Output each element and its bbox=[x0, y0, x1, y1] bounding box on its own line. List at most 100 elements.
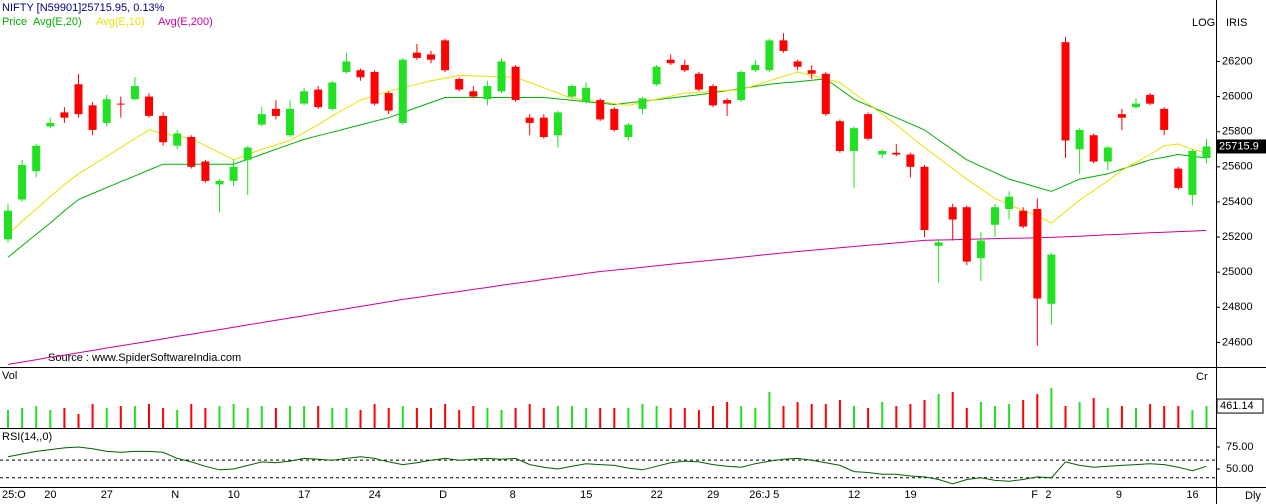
volume-bar bbox=[810, 404, 813, 428]
y-tick-label: 25800 bbox=[1222, 126, 1253, 138]
candle-body bbox=[666, 59, 675, 64]
candle-body bbox=[1033, 208, 1042, 299]
volume-bar bbox=[204, 408, 207, 428]
iris-button[interactable]: IRIS bbox=[1226, 17, 1247, 29]
volume-bar bbox=[401, 406, 404, 428]
candle-body bbox=[1061, 42, 1070, 141]
candle-body bbox=[4, 210, 12, 240]
x-tick-label: 22 bbox=[651, 489, 663, 501]
volume-bar bbox=[162, 408, 165, 428]
volume-bar bbox=[599, 408, 602, 428]
candle-body bbox=[892, 152, 901, 155]
volume-bar bbox=[655, 406, 658, 428]
candle-body bbox=[821, 73, 830, 115]
candle-body bbox=[652, 66, 661, 85]
volume-bar bbox=[246, 408, 249, 428]
volume-bar bbox=[514, 408, 517, 428]
log-button[interactable]: LOG bbox=[1192, 17, 1215, 29]
candle-body bbox=[850, 128, 858, 152]
candle-body bbox=[257, 114, 266, 125]
legend-entry: Price bbox=[2, 16, 27, 28]
volume-bar bbox=[613, 408, 616, 428]
volume-bar bbox=[1205, 406, 1208, 428]
candle-body bbox=[145, 96, 153, 116]
x-tick-label: 25:O bbox=[2, 489, 26, 501]
candle-body bbox=[624, 124, 633, 137]
candle-body bbox=[779, 40, 788, 51]
candle-body bbox=[18, 165, 27, 200]
volume-bar bbox=[63, 408, 66, 428]
x-tick-label: 12 bbox=[848, 489, 860, 501]
candle-body bbox=[159, 115, 168, 143]
candle-body bbox=[215, 180, 224, 185]
legend-entry: Avg(E,20) bbox=[33, 16, 82, 28]
candle-body bbox=[398, 59, 407, 123]
candle-body bbox=[497, 61, 506, 92]
candle-body bbox=[1188, 151, 1197, 195]
candle-body bbox=[835, 121, 844, 152]
volume-bar bbox=[965, 408, 968, 428]
volume-bar bbox=[1135, 408, 1137, 428]
candle-body bbox=[864, 114, 873, 139]
candle-body bbox=[610, 108, 619, 130]
candle-body bbox=[46, 122, 55, 127]
volume-bar bbox=[303, 406, 306, 428]
y-tick-label: 25600 bbox=[1222, 161, 1253, 173]
volume-bar bbox=[119, 406, 122, 428]
candle-body bbox=[962, 207, 971, 262]
candle-body bbox=[807, 70, 816, 74]
x-tick-label: 17 bbox=[298, 489, 310, 501]
volume-bar bbox=[585, 408, 588, 428]
legend-entry: Avg(E,10) bbox=[96, 16, 145, 28]
volume-bar bbox=[1120, 406, 1123, 428]
candle-body bbox=[596, 100, 605, 120]
x-tick-label: 26:J 5 bbox=[749, 489, 779, 501]
volume-bar bbox=[458, 410, 461, 428]
x-tick-label: 9 bbox=[1116, 489, 1122, 501]
volume-bar bbox=[909, 404, 912, 428]
source-note: Source : www.SpiderSoftwareIndia.com bbox=[48, 352, 241, 364]
volume-bar bbox=[176, 410, 179, 428]
x-tick-label: 8 bbox=[510, 489, 516, 501]
candle-body bbox=[32, 145, 41, 172]
volume-bar bbox=[331, 408, 334, 428]
volume-bar bbox=[740, 406, 743, 428]
x-tick-label: N bbox=[171, 489, 179, 501]
volume-bar bbox=[824, 404, 827, 428]
candle-body bbox=[906, 154, 915, 167]
volume-bar bbox=[697, 410, 700, 428]
volume-bar bbox=[951, 392, 954, 428]
candle-body bbox=[74, 84, 83, 115]
candle-body bbox=[1160, 108, 1169, 130]
candle-body bbox=[934, 242, 943, 246]
volume-bar bbox=[881, 402, 884, 428]
candle-body bbox=[271, 108, 280, 116]
last-volume-label: 461.14 bbox=[1220, 400, 1254, 412]
candle-body bbox=[342, 61, 351, 72]
last-price-box bbox=[1217, 139, 1266, 154]
volume-bar bbox=[937, 394, 940, 428]
candle-body bbox=[1132, 103, 1140, 108]
candle-body bbox=[427, 54, 435, 60]
volume-bar bbox=[1177, 406, 1180, 428]
candle-body bbox=[1047, 254, 1056, 304]
volume-bar bbox=[895, 406, 898, 428]
y-tick-label: 24600 bbox=[1222, 336, 1253, 348]
volume-bar bbox=[641, 404, 644, 428]
candle-body bbox=[300, 91, 309, 104]
volume-bar bbox=[542, 408, 545, 428]
volume-bar bbox=[218, 406, 221, 428]
x-tick-label: 2 bbox=[1045, 489, 1051, 501]
chart-title: NIFTY [N59901]25715.95, 0.13% bbox=[2, 2, 165, 14]
volume-bar bbox=[486, 408, 489, 428]
period-label: Dly bbox=[1245, 490, 1261, 502]
candle-body bbox=[539, 117, 548, 137]
volume-bar bbox=[1078, 402, 1081, 428]
candle-body bbox=[60, 112, 69, 118]
candle-body bbox=[441, 40, 450, 71]
x-tick-label: F bbox=[1031, 489, 1038, 501]
volume-bar bbox=[1092, 398, 1095, 428]
volume-bar bbox=[683, 408, 686, 428]
candle-body bbox=[130, 86, 139, 100]
candle-body bbox=[412, 52, 421, 58]
